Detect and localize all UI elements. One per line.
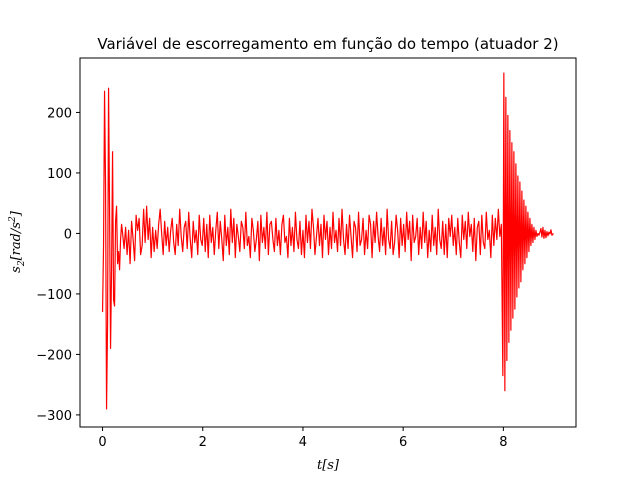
y-tick-label: 0	[64, 227, 72, 242]
x-tick-label: 0	[98, 435, 106, 450]
x-axis-label: t[s]	[317, 458, 340, 473]
plot-frame	[79, 57, 577, 428]
y-tick-label: 100	[47, 167, 72, 182]
chart-title: Variável de escorregamento em função do …	[97, 35, 558, 53]
x-tick-label: 2	[199, 435, 207, 450]
x-tick-label: 8	[499, 435, 507, 450]
plot-area: 0 2 4 6 8 −300 −200 −100 0 100 200	[36, 57, 577, 450]
y-axis-ticks: −300 −200 −100 0 100 200	[36, 106, 80, 424]
x-tick-label: 6	[399, 435, 407, 450]
y-tick-label: 200	[47, 106, 72, 121]
x-axis-ticks: 0 2 4 6 8	[98, 427, 507, 450]
x-tick-label: 4	[299, 435, 307, 450]
y-tick-label: −300	[36, 409, 72, 424]
y-tick-label: −200	[36, 348, 72, 363]
y-tick-label: −100	[36, 288, 72, 303]
series-line	[101, 72, 554, 410]
y-axis-label: s2[rad/s2]	[8, 210, 27, 273]
